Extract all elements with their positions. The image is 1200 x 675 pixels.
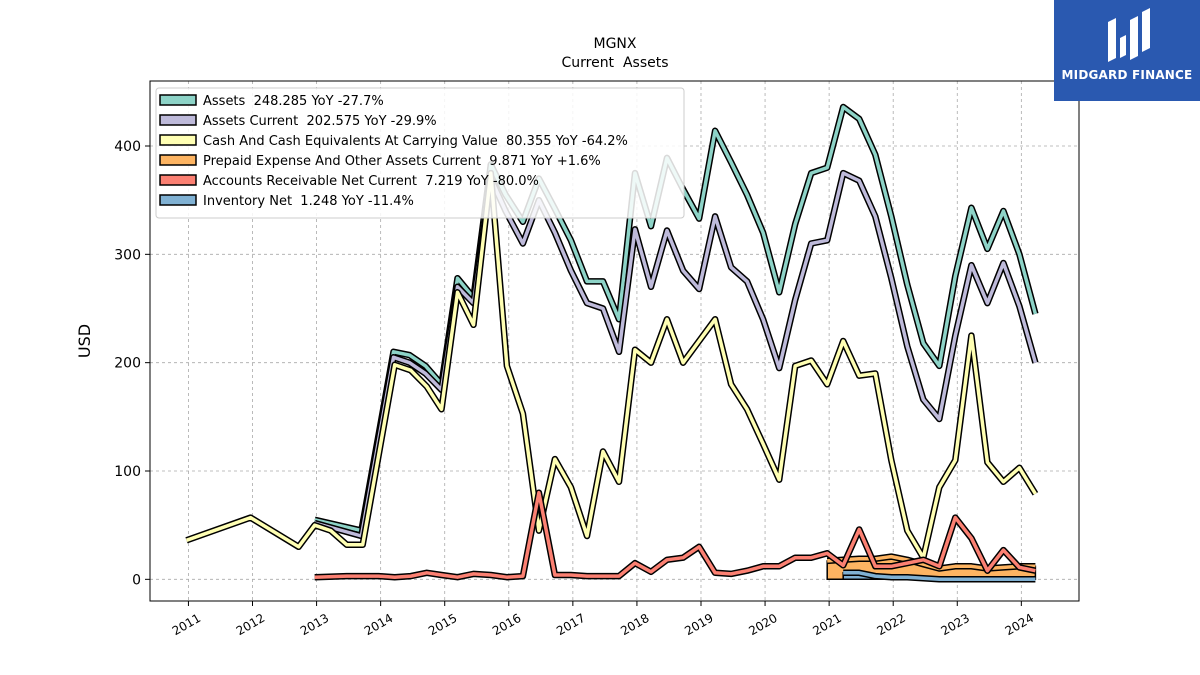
y-tick-label: 100: [114, 464, 141, 480]
plot-frame: [149, 80, 1080, 602]
legend-label: Inventory Net 1.248 YoY -11.4%: [203, 194, 414, 209]
x-tick-label: 2023: [939, 611, 972, 638]
legend-swatch: [159, 114, 197, 126]
legend-swatch: [159, 194, 197, 206]
y-axis-label: USD: [75, 324, 94, 358]
legend-label: Accounts Receivable Net Current 7.219 Yo…: [203, 174, 539, 189]
series-4-line: [314, 490, 1036, 579]
y-tick-label: 400: [114, 139, 141, 155]
series-1-line: [314, 171, 1038, 538]
legend-box: [155, 87, 685, 219]
y-tick-label: 0: [132, 572, 141, 588]
x-tick-label: 2011: [170, 611, 203, 638]
series-5-line: [843, 571, 1036, 582]
x-tick-label: 2013: [298, 611, 331, 638]
x-axis: 2011 2012 2013 2014 2015 2016 2017 2018 2019 2020…: [170, 601, 1036, 638]
chart-subtitle: Current Assets: [561, 55, 668, 71]
x-tick-label: 2014: [362, 611, 395, 638]
series-2-line: [185, 171, 1037, 560]
x-tick-label: 2019: [682, 611, 715, 638]
x-tick-label: 2020: [746, 611, 779, 638]
x-tick-label: 2017: [554, 611, 587, 638]
y-tick-label: 300: [114, 247, 141, 263]
x-tick-label: 2015: [426, 611, 459, 638]
legend-swatch: [159, 154, 197, 166]
legend-label: Prepaid Expense And Other Assets Current…: [203, 154, 601, 169]
series-lines: [185, 103, 1039, 583]
x-tick-label: 2012: [234, 611, 267, 638]
legend-swatch: [159, 134, 197, 146]
midgard-logo-icon: [1108, 8, 1150, 62]
legend-label: Assets 248.285 YoY -27.7%: [203, 94, 384, 109]
legend-label: Cash And Cash Equivalents At Carrying Va…: [203, 134, 628, 149]
y-tick-label: 200: [114, 356, 141, 372]
x-tick-label: 2024: [1003, 611, 1036, 638]
legend-label: Assets Current 202.575 YoY -29.9%: [203, 114, 437, 129]
legend-swatch: [159, 174, 197, 186]
brand-logo: MIDGARD FINANCE: [1054, 0, 1200, 101]
series-1-line-outline: [313, 169, 1039, 540]
y-axis: 0 100 200 300 400: [114, 139, 150, 588]
series-2-line-outline: [185, 169, 1039, 561]
x-tick-label: 2016: [490, 611, 523, 638]
x-tick-label: 2022: [874, 611, 907, 638]
x-tick-label: 2018: [618, 611, 651, 638]
legend-swatch: [159, 94, 197, 106]
brand-name: MIDGARD FINANCE: [1061, 68, 1193, 82]
chart-title: MGNX: [594, 36, 637, 52]
x-tick-label: 2021: [810, 611, 843, 638]
legend: Assets 248.285 YoY -27.7% Assets Current …: [155, 87, 685, 219]
